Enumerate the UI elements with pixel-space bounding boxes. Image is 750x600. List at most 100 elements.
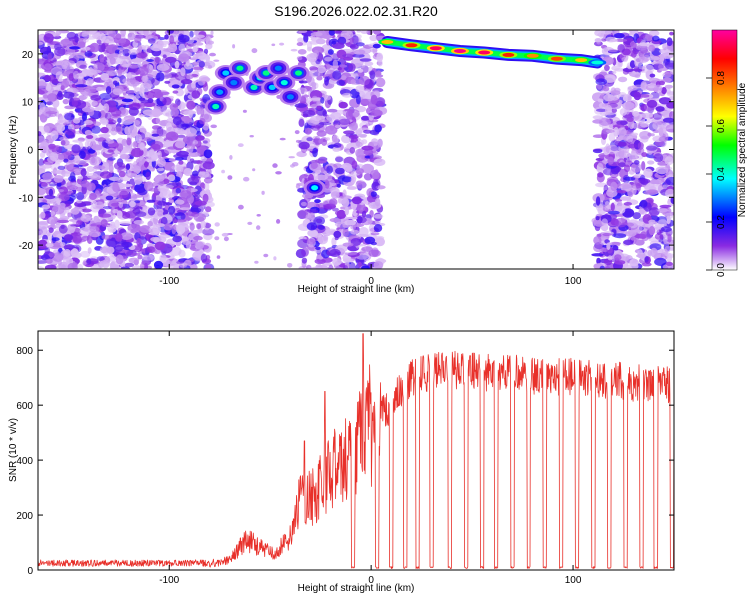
noise-speckle [214, 222, 220, 227]
noise-speckle [133, 174, 143, 185]
noise-speckle [615, 38, 628, 43]
colorbar-tick-label: 0.4 [716, 167, 727, 181]
noise-speckle [38, 266, 44, 269]
noise-speckle [317, 234, 324, 244]
noise-speckle [38, 72, 46, 78]
noise-speckle [61, 61, 72, 70]
noise-speckle [119, 183, 133, 188]
noise-speckle [654, 257, 667, 266]
noise-speckle [86, 182, 96, 192]
noise-speckle [633, 57, 643, 67]
noise-speckle [57, 78, 64, 82]
noise-speckle [634, 239, 645, 246]
noise-speckle [51, 204, 65, 215]
noise-speckle [122, 78, 130, 84]
noise-speckle [331, 40, 337, 45]
noise-speckle [139, 101, 145, 110]
noise-speckle [314, 199, 321, 204]
noise-speckle [99, 92, 112, 101]
noise-speckle [298, 32, 302, 34]
noise-speckle [336, 49, 347, 59]
noise-speckle [621, 56, 628, 63]
noise-speckle [204, 222, 212, 229]
noise-speckle [665, 188, 674, 198]
noise-speckle [647, 160, 655, 165]
noise-speckle [210, 30, 214, 36]
noise-speckle [613, 126, 619, 137]
noise-speckle [315, 58, 321, 65]
noise-speckle [665, 261, 673, 266]
noise-speckle [203, 130, 213, 137]
noise-speckle [54, 198, 62, 202]
noise-speckle [47, 52, 52, 62]
noise-speckle [119, 190, 129, 199]
noise-speckle [648, 30, 660, 37]
noise-speckle [65, 150, 72, 156]
signal-point [575, 58, 588, 63]
noise-speckle [591, 253, 604, 257]
noise-speckle [669, 31, 674, 36]
noise-speckle [653, 153, 664, 163]
noise-speckle [297, 37, 304, 43]
noise-speckle [118, 49, 124, 56]
noise-speckle [361, 246, 373, 252]
noise-speckle [362, 89, 371, 96]
noise-speckle [652, 225, 663, 230]
noise-speckle [638, 66, 646, 70]
noise-speckle [83, 93, 88, 99]
noise-speckle [172, 90, 179, 94]
noise-speckle [648, 219, 656, 225]
snr-y-ticks: 0 200 400 600 800 [16, 346, 674, 577]
noise-speckle [189, 222, 195, 231]
noise-speckle [38, 186, 46, 196]
noise-speckle [53, 175, 64, 183]
noise-speckle [242, 109, 247, 113]
noise-speckle [298, 117, 305, 128]
noise-speckle [89, 42, 100, 53]
noise-speckle [595, 216, 600, 221]
noise-speckle [287, 263, 293, 268]
noise-speckle [368, 249, 381, 258]
noise-speckle [608, 48, 618, 53]
noise-speckle [66, 185, 79, 190]
noise-speckle [317, 225, 325, 230]
noise-speckle [115, 33, 122, 41]
noise-speckle [38, 158, 44, 167]
noise-speckle [153, 57, 160, 66]
noise-speckle [56, 182, 62, 187]
noise-speckle [38, 131, 42, 137]
colorbar-tick-label: 0.0 [716, 263, 727, 277]
noise-speckle [650, 247, 658, 258]
noise-speckle [627, 94, 632, 104]
noise-speckle [107, 149, 114, 153]
noise-speckle [607, 210, 620, 215]
noise-speckle [317, 66, 327, 74]
x-tick-label: 100 [565, 276, 582, 287]
noise-speckle [174, 219, 187, 223]
snr-x-ticks: -100 0 100 [159, 331, 582, 586]
noise-speckle [116, 210, 123, 219]
noise-speckle [355, 129, 363, 135]
noise-speckle [667, 233, 672, 243]
noise-speckle [118, 201, 124, 208]
noise-speckle [119, 154, 130, 160]
spectrogram-x-ticks: -100 0 100 [159, 30, 582, 287]
noise-speckle [154, 175, 165, 182]
noise-speckle [296, 56, 303, 61]
noise-speckle [617, 44, 625, 53]
noise-speckle [87, 247, 92, 254]
noise-speckle [200, 107, 205, 118]
noise-speckle [164, 34, 169, 40]
noise-speckle [655, 106, 665, 112]
noise-speckle [610, 90, 621, 96]
noise-speckle [614, 217, 628, 228]
spectrogram-blob [311, 185, 319, 191]
noise-speckle [332, 59, 338, 69]
noise-speckle [135, 51, 148, 59]
noise-speckle [65, 160, 74, 171]
noise-speckle [191, 90, 201, 99]
noise-speckle [80, 168, 87, 177]
noise-speckle [356, 94, 361, 105]
